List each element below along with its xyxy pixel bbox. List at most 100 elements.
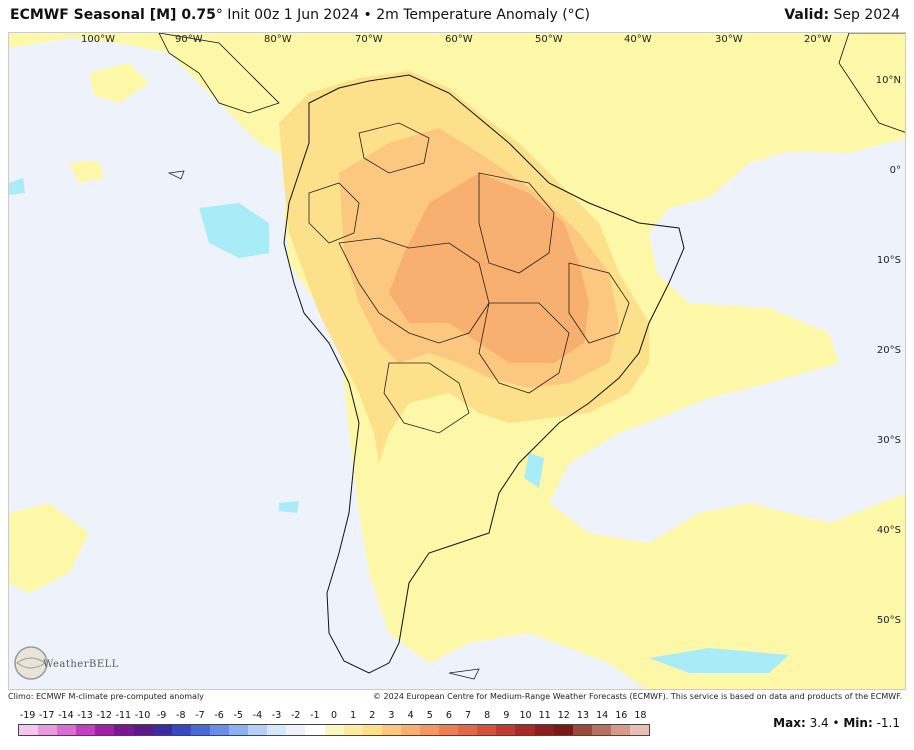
scale-swatch <box>534 725 554 735</box>
scale-swatch <box>591 725 611 735</box>
scale-swatch <box>553 725 573 735</box>
max-value: 3.4 • <box>805 716 844 730</box>
scale-tick-label: -4 <box>252 710 263 721</box>
scale-tick-label: 11 <box>538 710 551 721</box>
init-description: Init 00z 1 Jun 2024 • 2m Temperature Ano… <box>222 7 590 23</box>
country-borders <box>308 122 630 434</box>
lat-label: 10°N <box>875 75 901 86</box>
scale-swatch <box>305 725 325 735</box>
scale-swatch <box>362 725 382 735</box>
lon-label: 70°W <box>355 34 383 45</box>
scale-tick-label: -5 <box>233 710 243 721</box>
africa-coast <box>838 33 905 133</box>
scale-swatch <box>343 725 363 735</box>
scale-tick-label: -14 <box>58 710 74 721</box>
scale-tick-label: 18 <box>634 710 647 721</box>
scale-swatch <box>496 725 516 735</box>
scale-swatch <box>630 725 650 735</box>
scale-swatch <box>267 725 287 735</box>
lat-label: 50°S <box>876 615 901 626</box>
scale-bar <box>18 724 650 736</box>
scale-swatch <box>458 725 478 735</box>
scale-swatch <box>76 725 96 735</box>
lon-label: 40°W <box>624 34 652 45</box>
scale-labels: -19 -17 -14 -13 -12 -11 -10 -9 -8 -7 -6 -5 -4 -3 -2 -1 0… <box>18 710 658 724</box>
model-name: ECMWF Seasonal [M] 0.75 <box>10 7 216 23</box>
lon-label: 80°W <box>264 34 292 45</box>
scale-swatch <box>400 725 420 735</box>
scale-swatch <box>381 725 401 735</box>
scale-tick-label: 13 <box>576 710 590 721</box>
scale-swatch <box>114 725 134 735</box>
valid-time: Valid: Sep 2024 <box>784 7 900 23</box>
scale-swatch <box>95 725 115 735</box>
min-label: Min: <box>843 716 873 730</box>
map-canvas <box>9 33 905 689</box>
logo-globe-icon <box>14 646 48 680</box>
scale-swatch <box>190 725 210 735</box>
scale-tick-label: 16 <box>615 710 628 721</box>
lat-label: 30°S <box>876 435 901 446</box>
very-strong-warm-anomaly-region <box>389 173 589 363</box>
scale-swatch <box>439 725 459 735</box>
scale-swatch <box>171 725 191 735</box>
scale-tick-label: 14 <box>596 710 609 721</box>
scale-swatch <box>515 725 535 735</box>
color-scale: -19 -17 -14 -13 -12 -11 -10 -9 -8 -7 -6 -5 -4 -3 -2 -1 0… <box>18 710 658 740</box>
scale-tick-label: -7 <box>195 710 205 721</box>
scale-tick-label: -19 <box>19 710 36 721</box>
scale-tick-label: 4 <box>407 710 414 721</box>
scale-swatch <box>229 725 249 735</box>
scale-swatch <box>324 725 344 735</box>
scale-swatch <box>152 725 172 735</box>
scale-tick-label: 10 <box>519 710 532 721</box>
map-title: ECMWF Seasonal [M] 0.75° Init 00z 1 Jun … <box>10 7 590 23</box>
degree-symbol: ° <box>215 7 223 23</box>
scale-tick-label: 0 <box>330 710 338 721</box>
lon-label: 90°W <box>175 34 203 45</box>
scale-tick-label: 1 <box>350 710 357 721</box>
scale-tick-label: -17 <box>38 710 55 721</box>
continent-outline <box>283 74 685 674</box>
climo-note: Climo: ECMWF M-climate pre-computed anom… <box>8 692 204 701</box>
scale-swatch <box>572 725 592 735</box>
scale-tick-label: -10 <box>134 710 151 721</box>
scale-tick-label: -6 <box>214 710 224 721</box>
lon-label: 20°W <box>804 34 832 45</box>
scale-swatch <box>133 725 153 735</box>
lon-label: 30°W <box>715 34 743 45</box>
lon-label: 100°W <box>81 34 115 45</box>
lat-label: 20°S <box>876 345 901 356</box>
weak-warm-anomaly-patches <box>9 63 149 593</box>
scale-swatch <box>419 725 440 735</box>
valid-label: Valid: <box>784 7 830 23</box>
scale-swatch <box>38 725 58 735</box>
lon-label: 60°W <box>445 34 473 45</box>
scale-tick-label: 9 <box>503 710 510 721</box>
lon-label: 50°W <box>535 34 563 45</box>
scale-swatch <box>19 725 39 735</box>
copyright-note: © 2024 European Centre for Medium-Range … <box>373 692 902 701</box>
scale-swatch <box>57 725 77 735</box>
scale-tick-label: 8 <box>484 710 491 721</box>
max-min-readout: Max: 3.4 • Min: -1.1 <box>773 716 900 730</box>
valid-value: Sep 2024 <box>829 7 900 23</box>
weatherbell-logo: WeatherBELL <box>13 645 118 685</box>
anomaly-map: 100°W 90°W 80°W 70°W 60°W 50°W 40°W 30°W… <box>8 32 906 690</box>
scale-swatch <box>477 725 497 735</box>
scale-tick-label: 3 <box>388 710 395 721</box>
scale-tick-label: -13 <box>77 710 93 721</box>
scale-swatch <box>209 725 230 735</box>
scale-tick-label: 7 <box>465 710 472 721</box>
scale-tick-label: 12 <box>557 710 570 721</box>
min-value: -1.1 <box>872 716 900 730</box>
scale-tick-label: -2 <box>290 710 301 721</box>
scale-tick-label: -8 <box>176 710 186 721</box>
scale-tick-label: -11 <box>115 710 132 721</box>
scale-tick-label: -1 <box>310 710 320 721</box>
title-bar: ECMWF Seasonal [M] 0.75° Init 00z 1 Jun … <box>0 0 914 32</box>
scale-swatch <box>286 725 306 735</box>
central-america-coast <box>158 33 280 114</box>
scale-tick-label: 6 <box>445 710 452 721</box>
scale-swatch <box>248 725 268 735</box>
